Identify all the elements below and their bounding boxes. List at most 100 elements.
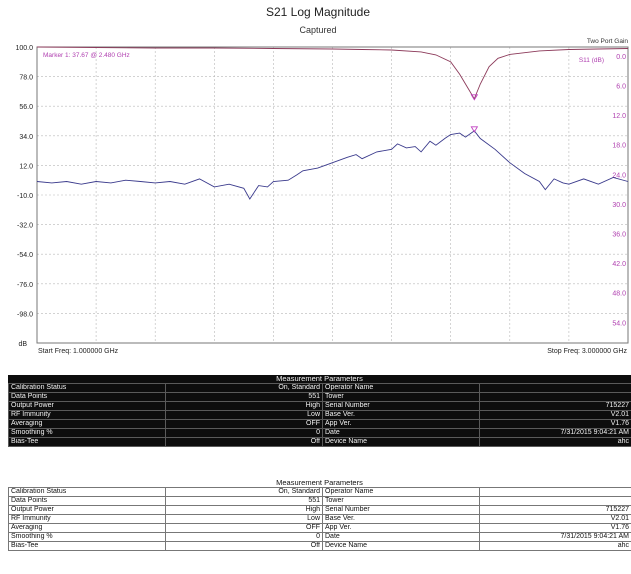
- param-value-cell: ahc: [479, 541, 631, 551]
- param-name-cell: Device Name: [322, 437, 480, 447]
- y-right-tick-label: 48.0: [612, 291, 626, 298]
- param-value-cell: 551: [165, 496, 323, 506]
- param-name-cell: Data Points: [8, 392, 166, 402]
- table-row: Data Points 551 Tower: [8, 496, 631, 506]
- two-port-gain-label: Two Port Gain: [587, 38, 629, 45]
- param-value-cell: Low: [165, 410, 323, 420]
- param-name-cell: Date: [322, 532, 480, 542]
- table-row: Bias-Tee Off Device Name ahc: [8, 437, 631, 447]
- param-value-cell: Low: [165, 514, 323, 524]
- y-tick-label: 12.0: [19, 163, 33, 170]
- table-row: Calibration Status On, Standard Operator N…: [8, 383, 631, 393]
- param-value-cell: 715227: [479, 401, 631, 411]
- param-value-cell: [479, 383, 631, 393]
- marker-label: Marker 1: 37.67 @ 2.480 GHz: [43, 52, 130, 59]
- y-right-tick-label: 36.0: [612, 232, 626, 239]
- param-name-cell: Device Name: [322, 541, 480, 551]
- param-name-cell: Serial Number: [322, 401, 480, 411]
- plot-frame: [36, 46, 629, 344]
- param-name-cell: Smoothing %: [8, 428, 166, 438]
- chart-area: S21 Log Magnitude Captured Two Port Gain…: [15, 5, 629, 355]
- y-right-tick-label: 30.0: [612, 202, 626, 209]
- s11-axis-label: S11 (dB): [579, 57, 604, 64]
- grid-lines: [37, 47, 628, 343]
- param-name-cell: Smoothing %: [8, 532, 166, 542]
- param-name-cell: Operator Name: [322, 383, 480, 393]
- param-name-cell: RF Immunity: [8, 514, 166, 524]
- param-name-cell: Tower: [322, 392, 480, 402]
- measurement-parameters-title: Measurement Parameters: [276, 374, 363, 383]
- param-name-cell: Operator Name: [322, 487, 480, 497]
- measurement-parameters-table: Calibration Status On, Standard Operator N…: [8, 383, 631, 447]
- stop-freq-label: Stop Freq: 3.000000 GHz: [547, 348, 627, 355]
- y-right-tick-label: 6.0: [616, 84, 626, 91]
- y-tick-label: -10.0: [17, 193, 33, 200]
- table-row: Bias-Tee Off Device Name ahc: [8, 541, 631, 551]
- param-value-cell: V1.76: [479, 523, 631, 533]
- param-name-cell: Calibration Status: [8, 383, 166, 393]
- y-tick-label: -32.0: [17, 223, 33, 230]
- param-name-cell: Averaging: [8, 419, 166, 429]
- param-name-cell: Base Ver.: [322, 514, 480, 524]
- y-right-tick-label: 0.0: [616, 54, 626, 61]
- param-value-cell: [479, 392, 631, 402]
- param-name-cell: Serial Number: [322, 505, 480, 515]
- param-name-cell: Bias-Tee: [8, 437, 166, 447]
- table-row: RF Immunity Low Base Ver. V2.01: [8, 410, 631, 420]
- param-name-cell: App Ver.: [322, 419, 480, 429]
- start-freq-label: Start Freq: 1.000000 GHz: [38, 348, 119, 355]
- param-name-cell: Bias-Tee: [8, 541, 166, 551]
- param-name-cell: App Ver.: [322, 523, 480, 533]
- y-tick-label: -54.0: [17, 252, 33, 259]
- table-row: Smoothing % 0 Date 7/31/2015 9:04:21 AM: [8, 532, 631, 542]
- chart-subtitle: Captured: [299, 25, 336, 35]
- y-tick-label: 78.0: [19, 75, 33, 82]
- param-value-cell: 715227: [479, 505, 631, 515]
- y-right-tick-label: 18.0: [612, 143, 626, 150]
- measurement-parameters-light: Measurement Parameters Calibration Statu…: [8, 479, 631, 551]
- param-value-cell: V2.01: [479, 514, 631, 524]
- param-value-cell: [479, 496, 631, 506]
- y-tick-label: 100.0: [15, 45, 33, 52]
- table-row: Calibration Status On, Standard Operator N…: [8, 487, 631, 497]
- param-value-cell: On, Standard: [165, 383, 323, 393]
- db-unit-label: dB: [18, 341, 27, 348]
- param-name-cell: Date: [322, 428, 480, 438]
- param-value-cell: OFF: [165, 523, 323, 533]
- table-row: Data Points 551 Tower: [8, 392, 631, 402]
- param-name-cell: Tower: [322, 496, 480, 506]
- param-value-cell: 0: [165, 532, 323, 542]
- param-value-cell: V2.01: [479, 410, 631, 420]
- param-name-cell: Averaging: [8, 523, 166, 533]
- y-right-tick-label: 12.0: [612, 113, 626, 120]
- table-row: Averaging OFF App Ver. V1.76: [8, 419, 631, 429]
- s11-marker-icon: [470, 94, 479, 101]
- y-tick-label: -98.0: [17, 311, 33, 318]
- param-name-cell: Output Power: [8, 401, 166, 411]
- s21-marker-icon: [470, 126, 479, 133]
- param-value-cell: [479, 487, 631, 497]
- param-name-cell: Base Ver.: [322, 410, 480, 420]
- param-value-cell: Off: [165, 541, 323, 551]
- param-value-cell: OFF: [165, 419, 323, 429]
- y-right-tick-label: 42.0: [612, 261, 626, 268]
- param-value-cell: 7/31/2015 9:04:21 AM: [479, 532, 631, 542]
- param-value-cell: 551: [165, 392, 323, 402]
- s11-series-line: [36, 46, 629, 100]
- param-value-cell: High: [165, 505, 323, 515]
- table-row: Smoothing % 0 Date 7/31/2015 9:04:21 AM: [8, 428, 631, 438]
- s21-chart: S21 Log Magnitude Captured Two Port Gain…: [15, 5, 629, 355]
- param-name-cell: Calibration Status: [8, 487, 166, 497]
- param-value-cell: 7/31/2015 9:04:21 AM: [479, 428, 631, 438]
- s21-series-line: [36, 130, 629, 200]
- measurement-parameters-dark: Measurement Parameters Calibration Statu…: [8, 375, 631, 447]
- param-name-cell: Output Power: [8, 505, 166, 515]
- table-row: Output Power High Serial Number 715227: [8, 401, 631, 411]
- param-value-cell: High: [165, 401, 323, 411]
- table-row: RF Immunity Low Base Ver. V2.01: [8, 514, 631, 524]
- y-tick-label: 56.0: [19, 104, 33, 111]
- param-value-cell: V1.76: [479, 419, 631, 429]
- chart-title: S21 Log Magnitude: [266, 5, 370, 19]
- param-name-cell: RF Immunity: [8, 410, 166, 420]
- table-row: Averaging OFF App Ver. V1.76: [8, 523, 631, 533]
